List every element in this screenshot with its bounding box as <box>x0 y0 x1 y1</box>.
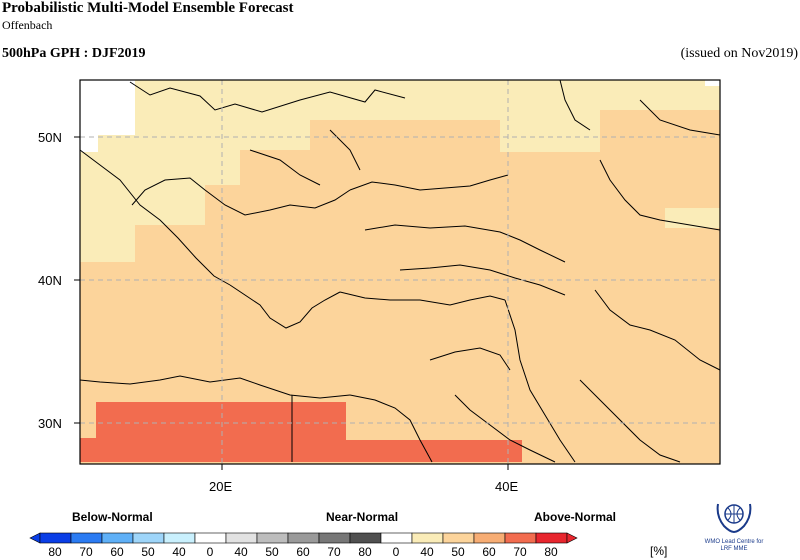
page-subtitle: Offenbach <box>2 18 53 32</box>
legend-cell <box>163 532 196 544</box>
legend-tick-label: 0 <box>392 545 400 559</box>
legend-tick-label: 60 <box>296 545 310 559</box>
coastlines <box>79 79 721 463</box>
legend-cell <box>535 532 568 544</box>
legend-above-normal-label: Above-Normal <box>534 510 617 524</box>
legend-cell <box>442 532 475 544</box>
legend-tick-label: 50 <box>265 545 279 559</box>
legend-tick-label: 70 <box>513 545 527 559</box>
lat-label-30n: 30N <box>38 416 62 431</box>
legend-cell <box>380 532 413 544</box>
legend-below-normal-label: Below-Normal <box>72 510 153 524</box>
lon-label-40e: 40E <box>495 479 518 494</box>
legend-cell <box>39 532 72 544</box>
legend-tick-label: 40 <box>234 545 248 559</box>
page-title: Probabilistic Multi-Model Ensemble Forec… <box>2 0 294 16</box>
logo-text-line2: LRF MME <box>720 546 748 552</box>
lon-label-20e: 20E <box>209 479 232 494</box>
legend-cell <box>256 532 289 544</box>
region-above-70-80 <box>80 402 522 462</box>
legend-cell <box>194 532 227 544</box>
legend-arrow-left <box>29 532 41 544</box>
legend-cell <box>473 532 506 544</box>
map-frame <box>79 79 721 465</box>
legend-tick-label: 50 <box>141 545 155 559</box>
legend-cell <box>504 532 537 544</box>
region-above-40-50 <box>80 80 720 262</box>
legend-unit: [%] <box>650 544 668 558</box>
legend-tick-label: 70 <box>327 545 341 559</box>
legend-tick-label: 80 <box>544 545 558 559</box>
lat-label-40n: 40N <box>38 273 62 288</box>
lat-label-50n: 50N <box>38 130 62 145</box>
forecast-map: 50N 40N 30N 20E 40E <box>38 79 721 494</box>
legend-tick-label: 40 <box>172 545 186 559</box>
legend-arrow-right <box>566 532 578 544</box>
logo-text-line1: WMO Lead Centre for <box>704 539 764 545</box>
legend-cell <box>225 532 258 544</box>
legend-tick-label: 60 <box>110 545 124 559</box>
region-white-nw <box>80 80 135 152</box>
legend-tick-label: 50 <box>451 545 465 559</box>
issued-label: (issued on Nov2019) <box>680 46 798 61</box>
legend-tick-label: 40 <box>420 545 434 559</box>
legend-tick-label: 80 <box>48 545 62 559</box>
wmo-logo: WMO Lead Centre for LRF MME <box>700 498 768 553</box>
legend-cell <box>349 532 382 544</box>
region-above-40-50-east <box>600 190 720 228</box>
legend-cell <box>132 532 165 544</box>
region-white-ne <box>705 80 720 86</box>
legend-tick-label: 80 <box>358 545 372 559</box>
legend-cell <box>318 532 351 544</box>
legend-cell <box>101 532 134 544</box>
legend-cell <box>287 532 320 544</box>
legend-color-bar <box>29 532 578 544</box>
legend-cell <box>70 532 103 544</box>
wmo-emblem-icon <box>716 503 752 534</box>
graticule <box>80 80 720 464</box>
probability-field <box>80 80 720 464</box>
axis-ticks <box>74 136 509 470</box>
legend-cell <box>411 532 444 544</box>
legend-near-normal-label: Near-Normal <box>326 510 399 524</box>
legend-tick-label: 70 <box>79 545 93 559</box>
legend-tick-label: 0 <box>206 545 214 559</box>
product-label: 500hPa GPH : DJF2019 <box>2 46 146 61</box>
legend-tick-label: 60 <box>482 545 496 559</box>
